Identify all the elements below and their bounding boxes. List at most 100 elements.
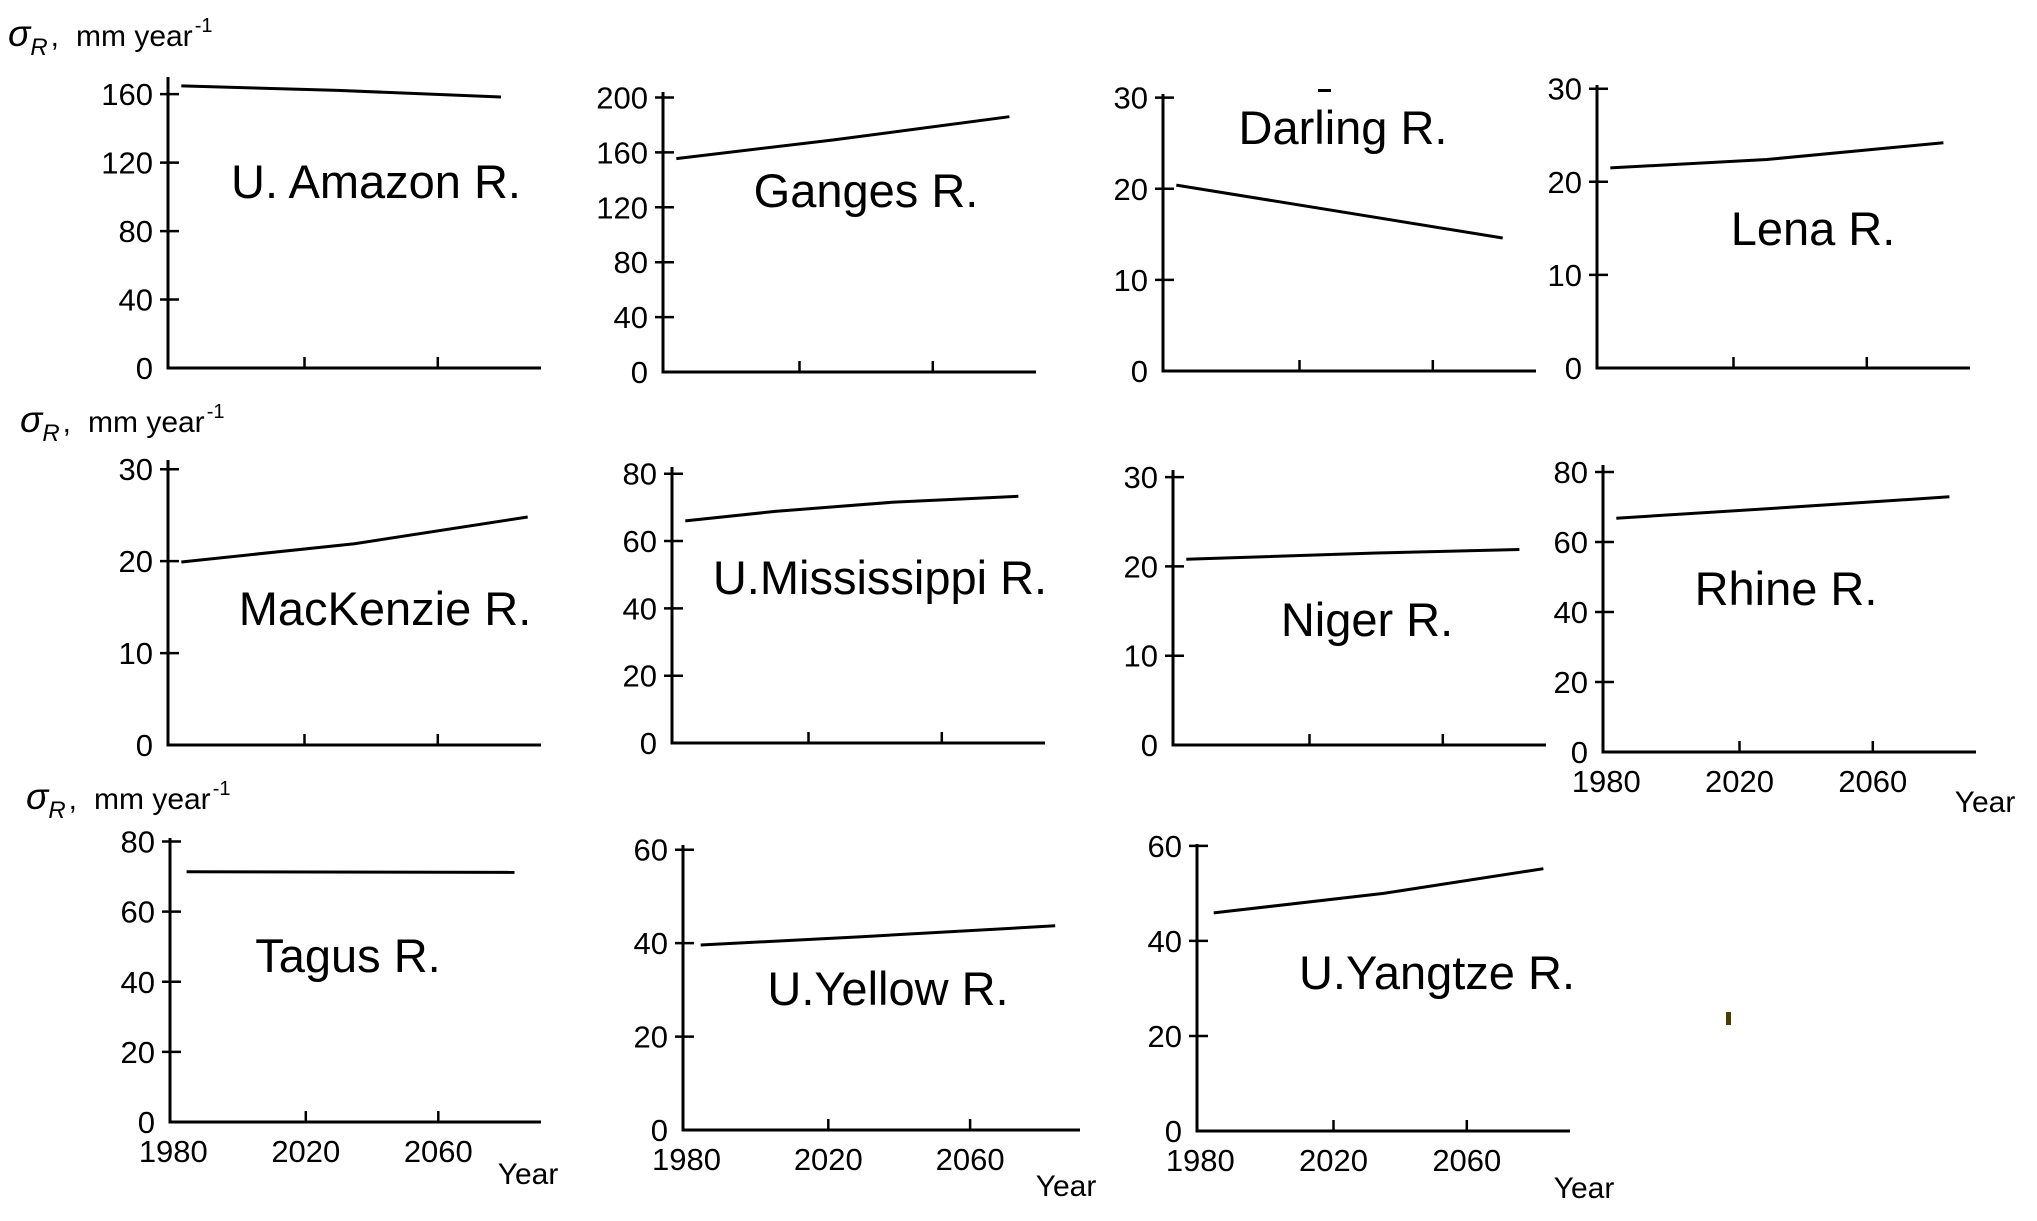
y-tick-label: 60 (121, 895, 155, 930)
units-label: mm year (76, 20, 193, 53)
river-label: U.Yellow R. (767, 962, 1008, 1015)
y-axis-title-row1: σR, mm year -1 (8, 13, 212, 61)
x-tick-label: 2060 (1432, 1143, 1501, 1178)
y-tick-label: 20 (623, 659, 657, 694)
comma: , (62, 406, 71, 439)
y-tick-label: 0 (136, 351, 153, 386)
y-tick-label: 60 (623, 524, 657, 559)
data-line (700, 924, 1056, 947)
units-exponent: -1 (212, 778, 231, 800)
y-tick-label: 20 (1114, 172, 1148, 207)
units-exponent: -1 (206, 401, 225, 423)
y-tick-label: 0 (1131, 354, 1148, 389)
data-line (181, 515, 528, 564)
axis-spines (1601, 465, 1976, 754)
y-tick-label: 40 (1554, 595, 1588, 630)
axis-spines (1171, 470, 1546, 747)
y-tick-label: 0 (1141, 728, 1158, 763)
river-label: Darling R. (1239, 101, 1448, 154)
y-tick-label: 0 (640, 726, 657, 761)
panel-u-yangtze-r: 0 20 40 60 1980 2020 2060 Year U.Yangtze R. (1148, 829, 1615, 1205)
y-tick-label: 40 (119, 283, 153, 318)
axis-spines (166, 460, 541, 747)
panel-tagus-r: 0 20 40 60 80 1980 2020 2060 Year Tagus R. (121, 825, 559, 1192)
y-tick-label: 0 (1565, 351, 1582, 386)
y-tick-label: 80 (1554, 455, 1588, 490)
axis-spines (166, 77, 541, 370)
sigma-subscript: R (48, 797, 66, 824)
panel-niger-r: 0 10 20 30 Niger R. (1124, 460, 1546, 763)
y-tick-label: 40 (634, 926, 668, 961)
y-tick-label: 20 (119, 544, 153, 579)
river-label: Tagus R. (255, 929, 440, 982)
sigma-symbol: σ (20, 399, 43, 440)
data-line (1186, 548, 1520, 561)
y-tick-label: 20 (1124, 549, 1158, 584)
data-line (685, 494, 1019, 523)
data-line (1176, 183, 1503, 240)
y-tick-label: 0 (138, 1105, 155, 1140)
x-axis-label: Year (1036, 1170, 1097, 1203)
y-tick-label: 10 (1124, 639, 1158, 674)
axis-spines (1161, 94, 1536, 373)
y-tick-label: 80 (614, 245, 648, 280)
x-tick-label: 1980 (1166, 1143, 1235, 1178)
units-label: mm year (88, 406, 205, 439)
river-label: MacKenzie R. (239, 582, 532, 635)
y-tick-label: 10 (1114, 263, 1148, 298)
y-tick-label: 40 (614, 300, 648, 335)
data-line (1213, 867, 1544, 915)
river-label: Ganges R. (754, 164, 979, 217)
y-tick-label: 20 (121, 1035, 155, 1070)
x-tick-label: 1980 (1572, 764, 1641, 799)
panel-mackenzie-r: 0 10 20 30 MacKenzie R. (119, 452, 541, 763)
y-tick-label: 30 (119, 452, 153, 487)
y-tick-label: 60 (1148, 829, 1182, 864)
panel-darling-r: 0 10 20 30 Darling R. (1114, 81, 1536, 389)
y-tick-label: 80 (623, 457, 657, 492)
x-axis-label: Year (1554, 1172, 1615, 1205)
x-tick-label: 2020 (1705, 764, 1774, 799)
axis-spines (661, 92, 1036, 374)
panel-u-yellow-r: 0 20 40 60 1980 2020 2060 Year U.Yellow R. (634, 833, 1097, 1203)
y-tick-label: 80 (119, 214, 153, 249)
data-line (676, 115, 1010, 161)
y-tick-label: 0 (631, 355, 648, 390)
river-label: Rhine R. (1695, 562, 1878, 615)
y-tick-label: 160 (101, 77, 153, 112)
axis-spines (168, 838, 541, 1124)
y-tick-label: 30 (1124, 460, 1158, 495)
y-tick-label: 20 (634, 1020, 668, 1055)
y-tick-label: 20 (1548, 165, 1582, 200)
y-tick-label: 30 (1548, 72, 1582, 107)
y-tick-label: 120 (596, 190, 648, 225)
panel-lena-r: 0 10 20 30 Lena R. (1548, 72, 1970, 386)
y-tick-label: 0 (1571, 735, 1588, 770)
panel-u-amazon-r: 0 40 80 120 160 U. Amazon R. (101, 77, 541, 386)
data-line (1616, 495, 1950, 520)
x-axis-label: Year (1955, 786, 2016, 819)
comma: , (68, 783, 77, 816)
data-line (186, 870, 515, 874)
river-label: U. Amazon R. (231, 155, 521, 208)
y-tick-label: 200 (596, 81, 648, 116)
x-tick-label: 2060 (1838, 764, 1907, 799)
y-tick-label: 0 (136, 728, 153, 763)
panel-u-mississippi-r: 0 20 40 60 80 U.Mississippi R. (623, 457, 1048, 761)
y-tick-label: 40 (1148, 924, 1182, 959)
y-tick-label: 0 (1165, 1114, 1182, 1149)
x-tick-label: 1980 (139, 1134, 208, 1169)
x-axis-label: Year (498, 1158, 559, 1191)
y-axis-title-row3: σR, mm year -1 (26, 776, 231, 824)
y-tick-label: 60 (1554, 525, 1588, 560)
x-tick-label: 2020 (1299, 1143, 1368, 1178)
y-axis-title-row2: σR, mm year -1 (20, 399, 225, 447)
river-label: Niger R. (1281, 593, 1453, 646)
units-label: mm year (94, 783, 211, 816)
river-label: U.Yangtze R. (1299, 946, 1575, 999)
panel-ganges-r: 0 40 80 120 160 200 Ganges R. (596, 81, 1036, 390)
y-tick-label: 20 (1554, 665, 1588, 700)
y-tick-label: 160 (596, 135, 648, 170)
